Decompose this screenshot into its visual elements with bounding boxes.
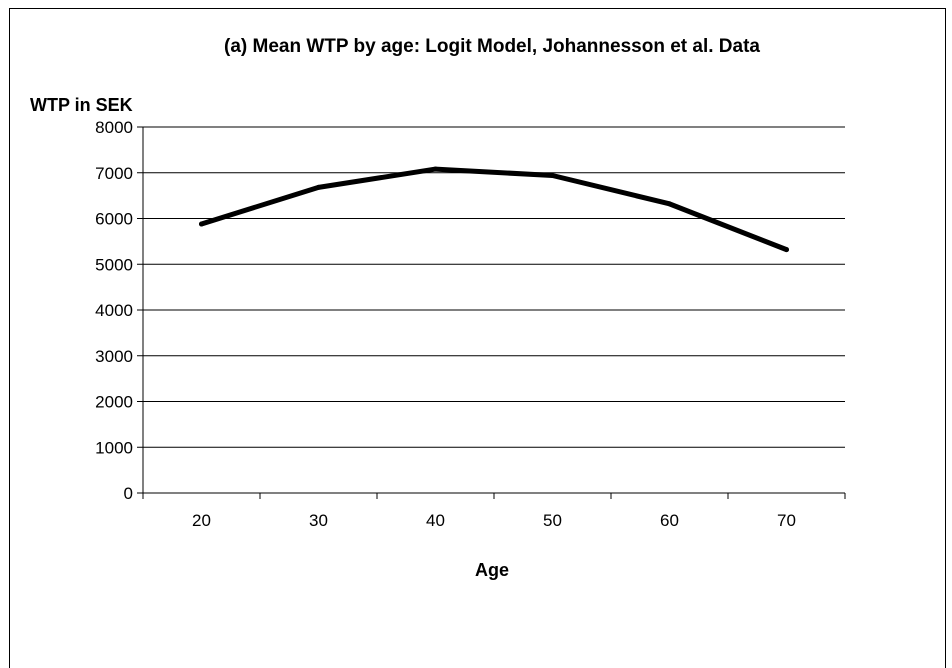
- x-tick-label-60: 60: [660, 511, 679, 530]
- chart-frame: (a) Mean WTP by age: Logit Model, Johann…: [9, 8, 946, 668]
- x-tick-label-70: 70: [777, 511, 796, 530]
- y-tick-label: 3000: [95, 347, 133, 366]
- line-chart: (a) Mean WTP by age: Logit Model, Johann…: [30, 36, 846, 580]
- y-axis-label: WTP in SEK: [30, 95, 133, 115]
- x-axis-label: Age: [475, 560, 509, 580]
- series-line-0: [199, 166, 789, 253]
- data-point-70: [784, 247, 789, 253]
- y-tick-label: 8000: [95, 118, 133, 137]
- y-tick-label: 6000: [95, 210, 133, 229]
- y-tick-label: 7000: [95, 164, 133, 183]
- chart-title: (a) Mean WTP by age: Logit Model, Johann…: [224, 36, 760, 57]
- y-tick-label: 0: [124, 484, 133, 503]
- x-tick-label-50: 50: [543, 511, 562, 530]
- data-point-60: [667, 201, 672, 207]
- x-tick-label-30: 30: [309, 511, 328, 530]
- y-tick-label: 5000: [95, 255, 133, 274]
- data-point-30: [316, 184, 321, 190]
- data-point-20: [199, 221, 204, 227]
- y-tick-label: 1000: [95, 438, 133, 457]
- x-tick-label-40: 40: [426, 511, 445, 530]
- y-tick-label: 4000: [95, 301, 133, 320]
- data-point-50: [550, 172, 555, 178]
- y-tick-label: 2000: [95, 393, 133, 412]
- x-tick-label-20: 20: [192, 511, 211, 530]
- data-point-40: [433, 166, 438, 172]
